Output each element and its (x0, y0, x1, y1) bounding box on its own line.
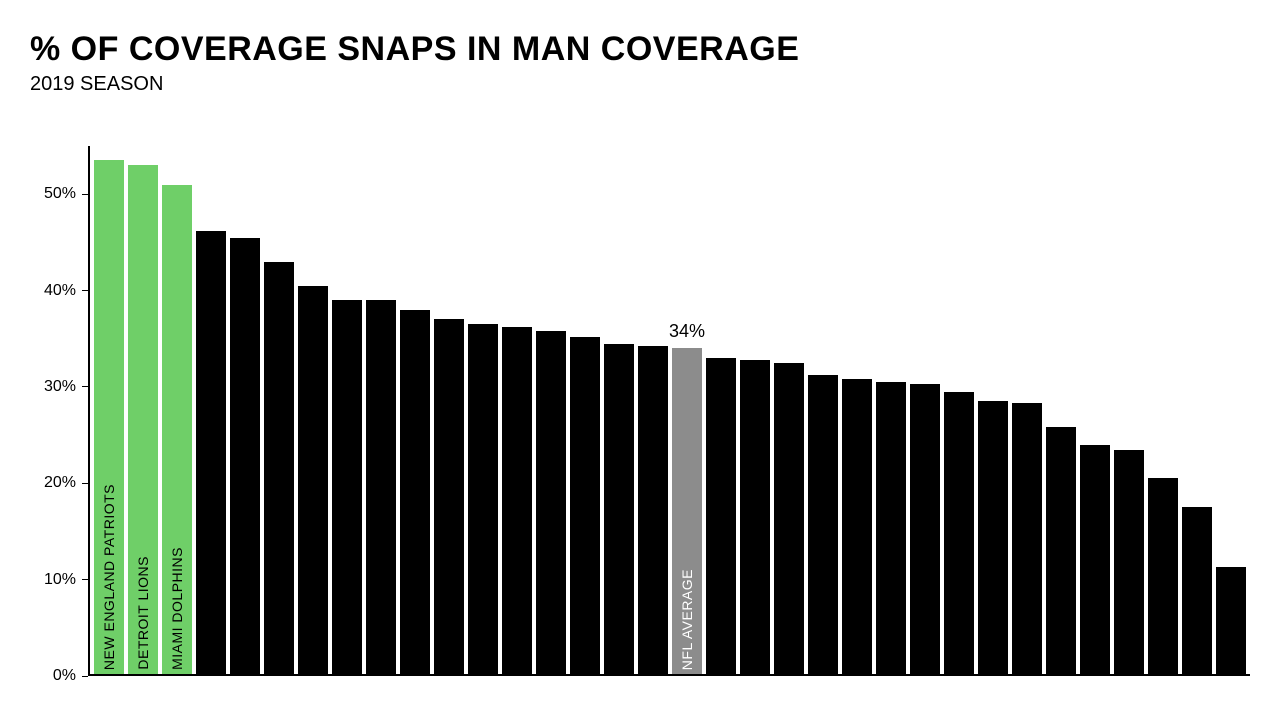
bar (1114, 450, 1144, 676)
bar-slot (706, 146, 736, 676)
y-tick: 30% (30, 378, 88, 396)
bar (332, 300, 362, 676)
bar (604, 344, 634, 676)
bar (570, 337, 600, 676)
bar-inner-label: DETROIT LIONS (135, 556, 151, 670)
bar-slot (944, 146, 974, 676)
bar-slot (1046, 146, 1076, 676)
bar-slot (774, 146, 804, 676)
bar-slot (196, 146, 226, 676)
bar-slot (570, 146, 600, 676)
bar (774, 363, 804, 676)
bar-slot (502, 146, 532, 676)
bar (264, 262, 294, 676)
bar-slot (876, 146, 906, 676)
bar-slot: NEW ENGLAND PATRIOTS (94, 146, 124, 676)
bar (1046, 427, 1076, 676)
bar-slot (468, 146, 498, 676)
bar-slot (1012, 146, 1042, 676)
chart-page: % OF COVERAGE SNAPS IN MAN COVERAGE 2019… (0, 0, 1280, 720)
chart-title: % OF COVERAGE SNAPS IN MAN COVERAGE (30, 30, 1250, 69)
bar: DETROIT LIONS (128, 165, 158, 676)
x-axis-line (88, 674, 1250, 676)
bar: MIAMI DOLPHINS (162, 185, 192, 676)
bar-slot (1080, 146, 1110, 676)
bar (400, 310, 430, 676)
bar-slot (1216, 146, 1246, 676)
y-tick: 10% (30, 571, 88, 589)
y-tick-label: 40% (30, 282, 82, 300)
y-tick: 40% (30, 282, 88, 300)
bar-slot (978, 146, 1008, 676)
bar-slot (1148, 146, 1178, 676)
bar (638, 346, 668, 676)
bar (1182, 507, 1212, 676)
bar-slot (366, 146, 396, 676)
y-tick-label: 20% (30, 474, 82, 492)
bar (536, 331, 566, 676)
bar (842, 379, 872, 676)
bar (706, 358, 736, 676)
bar-slot: MIAMI DOLPHINS (162, 146, 192, 676)
bar-slot: NFL AVERAGE 34% (672, 146, 702, 676)
bar (502, 327, 532, 676)
bar (366, 300, 396, 676)
bar-slot: DETROIT LIONS (128, 146, 158, 676)
bar (740, 360, 770, 676)
bar (808, 375, 838, 676)
y-tick-label: 10% (30, 571, 82, 589)
bar-slot (604, 146, 634, 676)
bar (298, 286, 328, 676)
bar (1148, 478, 1178, 676)
bar-slot (434, 146, 464, 676)
bar-slot (842, 146, 872, 676)
bar (1012, 403, 1042, 676)
y-tick: 20% (30, 474, 88, 492)
bar-slot (332, 146, 362, 676)
bar-slot (1114, 146, 1144, 676)
y-tick: 50% (30, 185, 88, 203)
bar-top-label: 34% (669, 321, 705, 342)
bar-slot (536, 146, 566, 676)
bar (1080, 445, 1110, 676)
bar (978, 401, 1008, 676)
bar-slot (638, 146, 668, 676)
bar (876, 382, 906, 676)
bar (196, 231, 226, 676)
bar (230, 238, 260, 676)
bar: NFL AVERAGE34% (672, 348, 702, 676)
y-tick-label: 0% (30, 667, 82, 685)
bar-inner-label: NEW ENGLAND PATRIOTS (101, 484, 117, 670)
bar-slot (910, 146, 940, 676)
chart-subtitle: 2019 SEASON (30, 73, 1250, 96)
bars-container: NEW ENGLAND PATRIOTS DETROIT LIONS MIAMI D… (90, 146, 1250, 676)
bar-slot (230, 146, 260, 676)
bar-slot (400, 146, 430, 676)
bar-inner-label: NFL AVERAGE (679, 569, 695, 670)
bar-slot (264, 146, 294, 676)
y-tick: 0% (30, 667, 88, 685)
bar-inner-label: MIAMI DOLPHINS (169, 547, 185, 670)
bar (1216, 567, 1246, 676)
bar: NEW ENGLAND PATRIOTS (94, 160, 124, 676)
bar (910, 384, 940, 676)
bar (468, 324, 498, 676)
bar (944, 392, 974, 676)
bar-slot (298, 146, 328, 676)
y-tick-label: 50% (30, 185, 82, 203)
bar-slot (808, 146, 838, 676)
bar-slot (1182, 146, 1212, 676)
y-tick-label: 30% (30, 378, 82, 396)
chart-area: 0%10%20%30%40%50% NEW ENGLAND PATRIOTSDE… (30, 146, 1250, 676)
bar (434, 319, 464, 676)
bar-slot (740, 146, 770, 676)
